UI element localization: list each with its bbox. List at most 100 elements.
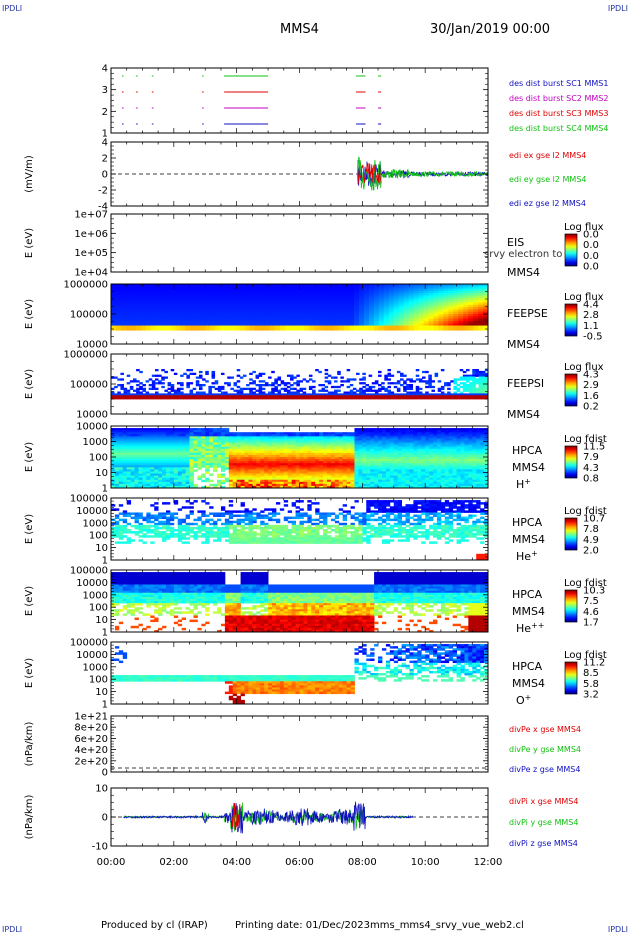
heatmap-cell — [319, 450, 324, 454]
heatmap-cell — [170, 295, 176, 299]
heatmap-cell — [126, 457, 132, 460]
heatmap-cell — [349, 316, 355, 320]
heatmap-cell — [299, 316, 305, 320]
heatmap-cell — [413, 286, 419, 290]
heatmap-cell — [344, 311, 350, 315]
heatmap-cell — [307, 459, 312, 462]
heatmap-cell — [453, 318, 459, 322]
heatmap-cell — [134, 432, 139, 435]
heatmap-cell — [307, 446, 312, 450]
heatmap-cell — [181, 483, 187, 487]
heatmap-cell — [209, 428, 214, 431]
heatmap-cell — [252, 481, 257, 485]
heatmap-cell — [378, 481, 383, 485]
heatmap-cell — [249, 378, 253, 381]
heatmap-cell — [279, 307, 286, 310]
heatmap-cell — [139, 387, 143, 391]
heatmap-cell — [398, 325, 405, 329]
heatmap-cell — [220, 459, 226, 462]
heatmap-cell — [319, 318, 325, 322]
heatmap-cell — [393, 440, 399, 443]
heatmap-cell — [142, 438, 147, 441]
heatmap-cell — [169, 479, 175, 483]
heatmap-cell — [185, 316, 191, 320]
heatmap-cell — [158, 473, 163, 476]
heatmap-cell — [286, 395, 291, 398]
heatmap-cell — [132, 378, 137, 381]
heatmap-cell — [354, 286, 360, 290]
heatmap-cell — [425, 385, 429, 389]
heatmap-cell — [193, 461, 198, 464]
heatmap-cell — [433, 318, 439, 322]
heatmap-cell — [230, 297, 236, 301]
heatmap-cell — [130, 454, 135, 458]
heatmap-cell — [165, 430, 171, 433]
heatmap-cell — [146, 473, 151, 476]
heatmap-cell — [365, 395, 370, 398]
heatmap-cell — [319, 288, 325, 292]
heatmap-cell — [323, 442, 328, 445]
heatmap-cell — [235, 290, 241, 294]
heatmap-cell — [264, 309, 271, 313]
heatmap-cell — [484, 384, 489, 387]
heatmap-cell — [213, 430, 218, 433]
heatmap-cell — [225, 293, 231, 296]
heatmap-cell — [483, 311, 489, 315]
heatmap-cell — [299, 469, 304, 472]
heatmap-cell — [185, 428, 190, 431]
heatmap-cell — [274, 286, 281, 290]
heatmap-cell — [135, 323, 142, 326]
heatmap-cell — [299, 309, 305, 313]
heatmap-cell — [409, 391, 413, 394]
heatmap-cell — [389, 432, 395, 435]
heatmap-cell — [228, 432, 234, 435]
heatmap-cell — [458, 314, 464, 317]
heatmap-cell — [150, 284, 157, 287]
heatmap-cell — [125, 318, 132, 322]
heatmap-cell — [311, 432, 316, 435]
heatmap-cell — [412, 391, 417, 394]
heatmap-cell — [354, 481, 359, 485]
heatmap-cell — [111, 457, 116, 460]
heatmap-cell — [230, 325, 236, 329]
heatmap-cell — [244, 311, 251, 315]
heatmap-cell — [249, 304, 256, 308]
heatmap-cell — [358, 469, 363, 472]
heatmap-cell — [403, 288, 410, 292]
heatmap-cell — [142, 467, 147, 470]
heatmap-cell — [453, 297, 459, 301]
heatmap-cell — [176, 387, 181, 391]
heatmap-cell — [358, 436, 363, 439]
heatmap-cell — [334, 485, 340, 489]
heatmap-cell — [256, 446, 261, 450]
heatmap-cell — [349, 323, 355, 326]
heatmap-cell — [205, 479, 210, 483]
heatmap-cell — [433, 284, 439, 287]
heatmap-cell — [134, 438, 139, 441]
heatmap-cell — [383, 309, 390, 313]
heatmap-cell — [244, 295, 251, 299]
heatmap-cell — [359, 304, 365, 308]
heatmap-cell — [374, 471, 379, 474]
heatmap-cell — [264, 327, 271, 331]
heatmap-cell — [299, 454, 304, 458]
heatmap-cell — [244, 302, 251, 306]
heatmap-cell — [374, 461, 379, 464]
heatmap-cell — [175, 327, 181, 331]
heatmap-cell — [173, 461, 179, 464]
heatmap-cell — [259, 297, 266, 301]
heatmap-cell — [393, 450, 399, 454]
heatmap-cell — [315, 463, 320, 466]
heatmap-cell — [146, 475, 151, 479]
heatmap-cell — [447, 391, 451, 394]
heatmap-cell — [165, 471, 171, 474]
heatmap-cell — [274, 297, 281, 301]
heatmap-cell — [160, 323, 166, 326]
heatmap-cell — [478, 295, 484, 299]
heatmap-cell — [154, 475, 159, 479]
heatmap-cell — [185, 304, 191, 308]
heatmap-cell — [177, 473, 183, 476]
heatmap-cell — [181, 475, 187, 479]
heatmap-cell — [314, 302, 320, 306]
heatmap-cell — [111, 302, 117, 306]
